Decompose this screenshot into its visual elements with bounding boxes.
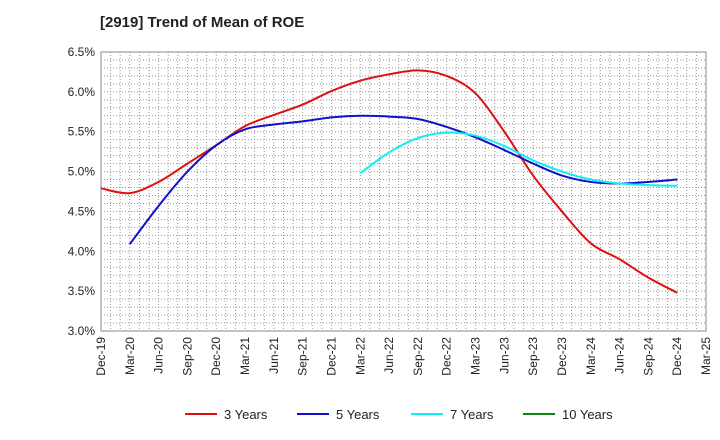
x-tick-label: Mar-24 [584, 337, 598, 375]
x-tick-label: Mar-25 [699, 337, 713, 375]
x-tick-label: Jun-22 [382, 337, 396, 374]
y-tick-label: 6.0% [68, 85, 96, 99]
series-line-7-years [359, 131, 678, 187]
x-axis-ticks: Dec-19 Mar-20 Jun-20 Sep-20 Dec-20 Mar-21 Jun-… [94, 337, 713, 376]
x-tick-label: Mar-22 [353, 337, 367, 375]
y-tick-label: 5.0% [68, 165, 96, 179]
x-tick-label: Sep-24 [641, 337, 655, 376]
x-tick-label: Sep-21 [296, 337, 310, 376]
x-tick-label: Mar-23 [469, 337, 483, 375]
legend-label-10-years: 10 Years [562, 407, 613, 422]
series-line-5-years [129, 114, 678, 245]
grid-lines [101, 52, 706, 331]
legend-label-3-years: 3 Years [224, 407, 268, 422]
y-tick-label: 4.0% [68, 244, 96, 258]
x-tick-label: Jun-20 [152, 337, 166, 374]
plot-area [100, 51, 707, 332]
x-tick-label: Mar-21 [238, 337, 252, 375]
y-tick-label: 4.5% [68, 204, 96, 218]
x-tick-label: Dec-22 [440, 337, 454, 376]
x-tick-label: Jun-21 [267, 337, 281, 374]
series-line-3-years [100, 69, 678, 294]
y-tick-label: 5.5% [68, 125, 96, 139]
legend-label-5-years: 5 Years [336, 407, 380, 422]
y-tick-label: 6.5% [68, 45, 96, 59]
x-tick-label: Sep-20 [180, 337, 194, 376]
series-lines [100, 69, 678, 294]
x-tick-label: Jun-23 [497, 337, 511, 374]
legend-label-7-years: 7 Years [450, 407, 494, 422]
x-tick-label: Jun-24 [613, 337, 627, 374]
x-tick-label: Sep-22 [411, 337, 425, 376]
x-tick-label: Mar-20 [123, 337, 137, 375]
legend: 3 Years 5 Years 7 Years 10 Years [185, 407, 613, 422]
x-tick-label: Dec-19 [94, 337, 108, 376]
y-tick-label: 3.0% [68, 324, 96, 338]
y-tick-label: 3.5% [68, 284, 96, 298]
x-tick-label: Dec-24 [670, 337, 684, 376]
x-tick-label: Dec-21 [324, 337, 338, 376]
x-tick-label: Sep-23 [526, 337, 540, 376]
x-tick-label: Dec-20 [209, 337, 223, 376]
chart-title: [2919] Trend of Mean of ROE [100, 14, 305, 31]
x-tick-label: Dec-23 [555, 337, 569, 376]
y-axis-ticks: 3.0% 3.5% 4.0% 4.5% 5.0% 5.5% 6.0% 6.5% [68, 45, 96, 338]
